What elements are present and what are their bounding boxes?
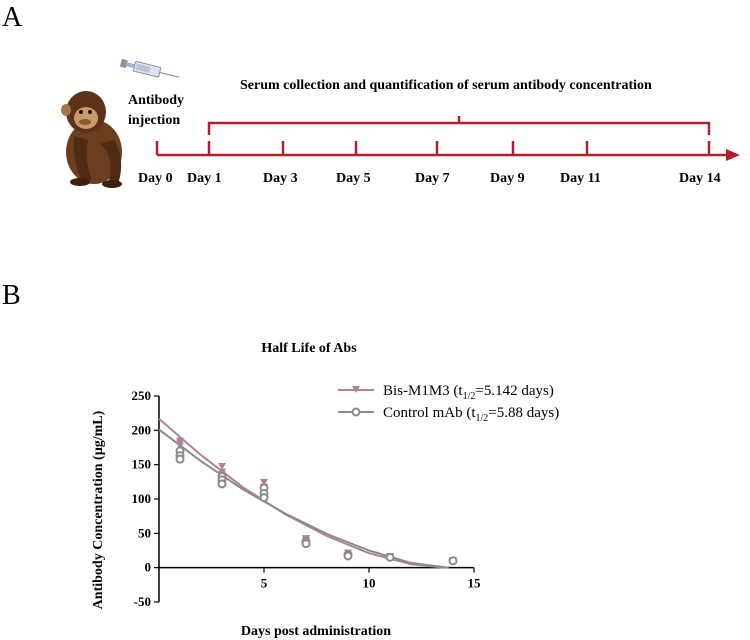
- legend-label-1: Control mAb (t1/2=5.88 days): [383, 405, 559, 424]
- chart-title: Half Life of Abs: [261, 341, 357, 356]
- day-label-0: Day 0: [138, 171, 173, 186]
- point-1-10: [301, 539, 311, 549]
- legend-marker-1: [351, 407, 361, 417]
- point-0-6: [260, 478, 268, 486]
- half-life-chart: Half Life of Abs Antibody Concentration …: [91, 341, 559, 639]
- y-tick-label-6: 250: [132, 388, 152, 403]
- point-1-5: [217, 479, 227, 489]
- day-label-9: Day 9: [490, 171, 525, 186]
- fit-curve-1: [158, 428, 449, 569]
- panel-a-letter: A: [2, 2, 23, 33]
- panel-b-letter: B: [2, 280, 21, 311]
- fit-curve-0: [158, 417, 447, 569]
- x-tick-label-1: 10: [363, 576, 376, 591]
- legend-marker-0: [352, 386, 360, 393]
- point-1-13: [385, 552, 395, 562]
- point-0-3: [218, 463, 226, 471]
- x-axis-label: Days post administration: [241, 624, 391, 639]
- day-label-14: Day 14: [679, 171, 721, 186]
- serum-bracket: [207, 121, 711, 135]
- y-axis-label: Antibody Concentration (µg/mL): [91, 410, 106, 609]
- timeline: [155, 116, 740, 161]
- point-1-8: [259, 493, 269, 503]
- legend-label-0: Bis-M1M3 (t1/2=5.142 days): [383, 383, 554, 402]
- serum-collection-label: Serum collection and quantification of s…: [240, 78, 652, 93]
- syringe-icon: [119, 58, 180, 78]
- point-0-2: [176, 442, 184, 450]
- day-label-3: Day 3: [263, 171, 298, 186]
- y-tick-label-5: 200: [132, 422, 152, 437]
- y-tick-label-0: -50: [134, 594, 151, 609]
- y-tick-label-1: 0: [145, 560, 152, 575]
- injection-label-line2: injection: [128, 113, 181, 128]
- timeline-arrowhead: [726, 149, 740, 161]
- day-label-11: Day 11: [560, 171, 601, 186]
- y-tick-label-3: 100: [132, 491, 152, 506]
- x-tick-label-0: 5: [261, 576, 268, 591]
- day-label-1: Day 1: [187, 171, 222, 186]
- y-tick-label-4: 150: [132, 457, 152, 472]
- point-1-14: [448, 556, 458, 566]
- chimpanzee-icon: [61, 91, 122, 188]
- point-1-12: [343, 551, 353, 561]
- day-label-7: Day 7: [415, 171, 450, 186]
- y-tick-label-2: 50: [138, 525, 151, 540]
- injection-label-line1: Antibody: [128, 93, 185, 108]
- day-label-5: Day 5: [336, 171, 371, 186]
- x-tick-label-2: 15: [468, 576, 482, 591]
- point-1-2: [175, 454, 185, 464]
